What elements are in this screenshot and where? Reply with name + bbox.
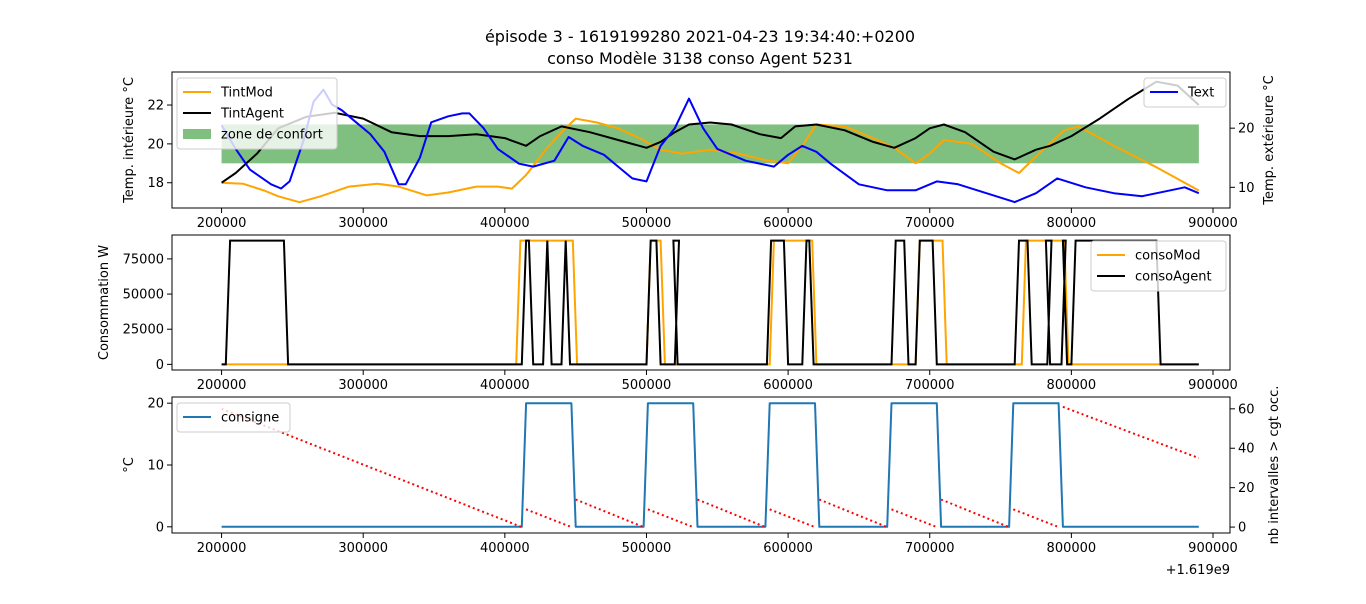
legend: Text <box>1143 77 1227 108</box>
x-tick-label: 600000 <box>763 541 813 556</box>
x-tick-label: 900000 <box>1188 216 1238 231</box>
legend-frame <box>176 402 291 433</box>
y-tick-label: 0 <box>156 520 164 535</box>
x-tick-label: 300000 <box>338 378 388 393</box>
panel1-frame <box>171 71 1231 209</box>
y-tick-label: 20 <box>147 397 164 412</box>
y-right-tick-label: 40 <box>1238 442 1255 457</box>
countdown-segment <box>525 508 572 529</box>
y-right-axis-label: Temp. extérieure °C <box>1262 75 1277 205</box>
countdown-segment <box>575 498 645 529</box>
x-tick-label: 500000 <box>622 216 672 231</box>
x-tick-label: 400000 <box>480 378 530 393</box>
x-tick-label: 200000 <box>197 541 247 556</box>
y-tick-label: 75000 <box>123 252 164 267</box>
panel2-frame <box>171 234 1231 371</box>
y-axis-label: Temp. intérieure °C <box>122 77 137 204</box>
x-tick-label: 800000 <box>1047 541 1097 556</box>
countdown-segment <box>1062 405 1200 460</box>
x-tick-label: 700000 <box>905 216 955 231</box>
legend-swatch <box>183 129 211 139</box>
x-tick-label: 300000 <box>338 216 388 231</box>
y-right-tick-label: 20 <box>1238 481 1255 496</box>
y-tick-label: 0 <box>156 358 164 373</box>
panel2-plot-area <box>221 239 1199 366</box>
series-TintMod <box>221 117 1200 204</box>
y-right-tick-label: 10 <box>1238 181 1255 196</box>
y-axis-label: Consommation W <box>97 245 112 360</box>
series-TintAgent <box>221 80 1200 184</box>
x-tick-label: 400000 <box>480 216 530 231</box>
panel-consommation: 200000 300000 400000 500000 600000 700000 8000… <box>97 234 1238 393</box>
series-consoAgent <box>221 239 1199 366</box>
y-right-tick-label: 60 <box>1238 402 1255 417</box>
legend-label: TintAgent <box>220 107 284 122</box>
y-tick-label: 10 <box>147 459 164 474</box>
y-right-tick-label: 0 <box>1238 521 1246 536</box>
legend: consigne <box>176 402 291 433</box>
countdown-segment <box>769 508 816 529</box>
x-tick-label: 800000 <box>1047 216 1097 231</box>
y-tick-label: 50000 <box>123 288 164 303</box>
x-tick-label: 700000 <box>905 541 955 556</box>
x-tick-label: 800000 <box>1047 378 1097 393</box>
y-right-tick-label: 20 <box>1238 122 1255 137</box>
legend-frame <box>1090 240 1227 292</box>
countdown-segment <box>940 498 1010 529</box>
y-tick-label: 25000 <box>123 323 164 338</box>
x-offset-label: +1.619e9 <box>1166 563 1230 578</box>
x-tick-label: 600000 <box>763 378 813 393</box>
x-tick-label: 600000 <box>763 216 813 231</box>
x-tick-label: 300000 <box>338 541 388 556</box>
y-tick-label: 22 <box>147 99 164 114</box>
legend-label: consigne <box>221 411 279 426</box>
x-tick-label: 500000 <box>622 541 672 556</box>
figure-title-line2: conso Modèle 3138 conso Agent 5231 <box>547 49 853 68</box>
legend-frame <box>1143 77 1227 108</box>
countdown-segment <box>221 407 523 529</box>
x-tick-label: 900000 <box>1188 541 1238 556</box>
y-tick-label: 20 <box>147 137 164 152</box>
figure-title-line1: épisode 3 - 1619199280 2021-04-23 19:34:… <box>485 27 915 46</box>
x-tick-label: 900000 <box>1188 378 1238 393</box>
legend: TintMod TintAgent zone de confort <box>176 77 338 150</box>
series-consoMod <box>221 239 1199 366</box>
series-consigne <box>221 402 1199 528</box>
x-tick-label: 200000 <box>197 216 247 231</box>
countdown-segment <box>697 498 766 529</box>
countdown-segment <box>1012 508 1059 529</box>
panel-consigne: 200000 300000 400000 500000 600000 700000 8000… <box>122 386 1282 556</box>
y-right-axis-label: nb intervalles > cgt occ. <box>1267 386 1282 545</box>
countdown-segment <box>891 508 938 529</box>
x-tick-label: 500000 <box>622 378 672 393</box>
x-tick-label: 200000 <box>197 378 247 393</box>
y-axis-label: °C <box>122 457 137 473</box>
panel-temperatures: 200000 300000 400000 500000 600000 700000 8000… <box>122 71 1277 231</box>
x-tick-label: 400000 <box>480 541 530 556</box>
countdown-segment <box>818 498 888 529</box>
legend: consoMod consoAgent <box>1090 240 1227 292</box>
legend-frame <box>176 77 338 150</box>
legend-label: TintMod <box>220 86 273 101</box>
countdown-segment <box>647 508 694 529</box>
legend-label: consoAgent <box>1135 270 1212 285</box>
legend-label: Text <box>1187 86 1214 101</box>
x-tick-label: 700000 <box>905 378 955 393</box>
panel3-frame <box>171 396 1231 534</box>
panel3-plot-area <box>221 402 1200 529</box>
y-tick-label: 18 <box>147 176 164 191</box>
panel1-plot-area <box>220 80 1200 204</box>
legend-label: consoMod <box>1135 249 1201 264</box>
legend-label: zone de confort <box>221 128 323 143</box>
